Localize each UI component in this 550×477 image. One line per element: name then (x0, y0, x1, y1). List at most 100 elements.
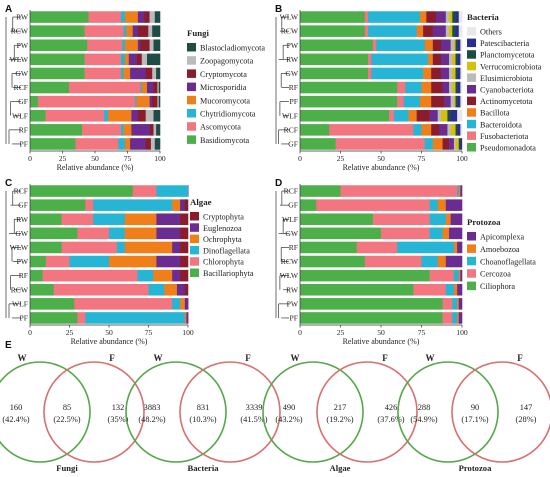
category-label: PW (17, 41, 29, 50)
bar-segment (156, 185, 189, 197)
bar-segment (371, 67, 424, 80)
bar-segment (429, 109, 438, 122)
bar-segment (455, 39, 458, 52)
bar-segment (457, 185, 460, 197)
bar-segment (460, 95, 463, 108)
bar-segment (300, 138, 336, 150)
legend-title: Fungi (187, 28, 210, 38)
bar-segment (300, 255, 366, 268)
bar-segment (186, 312, 189, 324)
bar-segment (455, 95, 458, 108)
bar-segment (444, 95, 451, 108)
bar-segment (108, 109, 132, 122)
bar-segment (84, 53, 122, 66)
venn-label-f: F (382, 353, 388, 363)
bar-segment (368, 53, 372, 66)
bar-segment (453, 283, 458, 296)
bar-segment (75, 138, 119, 150)
bar-segment (457, 109, 463, 122)
bar-segment (158, 81, 161, 94)
bar-segment (164, 283, 178, 296)
legend-label: Microsporidia (200, 83, 247, 92)
bar-segment (137, 39, 141, 52)
bar-segment (145, 67, 153, 80)
bar-segment (368, 25, 417, 37)
bar-segment (405, 81, 422, 94)
category-label: RW (16, 13, 29, 22)
category-label: GF (288, 139, 298, 148)
category-label: WLW (280, 13, 299, 22)
bar-segment (453, 269, 460, 282)
bar-segment (335, 138, 426, 150)
bar-segment (300, 298, 443, 310)
legend-label: Planctomycetota (480, 51, 535, 60)
venn-circle-f (43, 361, 145, 463)
bar-segment (124, 11, 139, 23)
bar-segment (300, 213, 374, 226)
legend-label: Basidiomycota (200, 136, 249, 145)
venn-percent-f: (37.6%) (377, 415, 404, 424)
bar-segment (300, 283, 414, 296)
bar-segment (455, 53, 458, 66)
bar-segment (432, 138, 443, 150)
legend-swatch (187, 109, 196, 118)
venn-count-w: 160 (10, 403, 23, 412)
bar-segment (419, 11, 427, 23)
bar-segment (364, 255, 422, 268)
bar-segment (300, 25, 366, 37)
bar-segment (453, 95, 456, 108)
bar-segment (128, 53, 137, 66)
bar-segment (132, 25, 139, 37)
bar-segment (30, 109, 46, 122)
bar-segment (30, 298, 75, 310)
bar-segment (457, 81, 461, 94)
panel-label: E (5, 340, 12, 351)
bar-segment (300, 227, 382, 240)
bar-segment (30, 53, 85, 66)
bar-segment (30, 39, 88, 52)
bar-segment (300, 81, 398, 94)
bar-segment (300, 312, 443, 324)
legend-swatch (190, 223, 199, 232)
bar-segment (397, 81, 406, 94)
venn-count-overlap: 90 (471, 403, 479, 412)
venn-percent-w: (54.9%) (410, 415, 437, 424)
bar-segment (150, 138, 156, 150)
legend-swatch (190, 234, 199, 244)
bar-segment (145, 138, 152, 150)
bar-segment (450, 124, 456, 136)
bar-segment (135, 95, 137, 108)
bar-segment (429, 227, 443, 240)
dendrogram (275, 190, 289, 319)
bar-segment (429, 269, 455, 282)
bar-segment (426, 11, 437, 23)
x-tick-label: 50 (377, 328, 385, 337)
bar-segment (442, 227, 450, 240)
legend-label: Chytridiomycota (200, 110, 256, 119)
bar-segment (77, 312, 86, 324)
legend-title: Protozoa (467, 217, 501, 227)
x-tick-label: 0 (298, 154, 302, 163)
venn-circle-w (397, 361, 499, 463)
bar-segment (30, 67, 85, 80)
bar-segment (368, 67, 372, 80)
bar-segment (156, 213, 181, 226)
venn-label-w: W (154, 353, 163, 363)
bar-segment (437, 109, 442, 122)
venn-title: Bacteria (187, 463, 219, 473)
bar-segment (180, 199, 186, 211)
bar-segment (93, 199, 173, 211)
bar-segment (152, 95, 158, 108)
category-label: WLF (12, 111, 28, 120)
legend-label: Bacillariophyta (203, 269, 254, 278)
x-tick-label: 75 (124, 154, 132, 163)
bar-segment (158, 95, 161, 108)
bar-segment (85, 312, 186, 324)
venn-count-w: 288 (418, 403, 431, 412)
bar-segment (457, 95, 461, 108)
venn-percent-w: (42.4%) (2, 415, 29, 424)
bar-segment (149, 11, 156, 23)
bar-segment (69, 81, 141, 94)
bar-segment (440, 53, 450, 66)
bar-segment (136, 95, 150, 108)
